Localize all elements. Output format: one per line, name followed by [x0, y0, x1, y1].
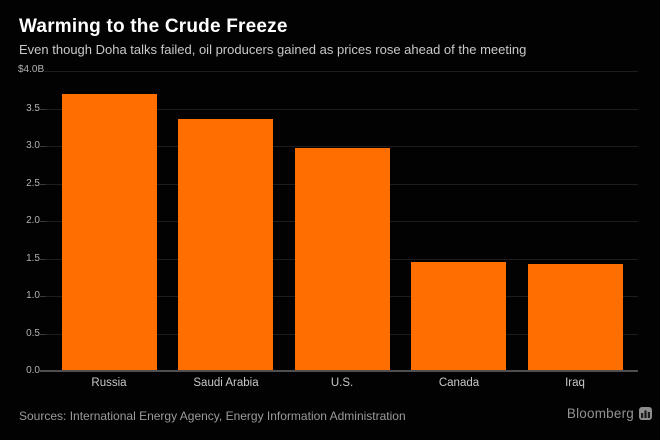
- y-tick-mark: [40, 108, 46, 110]
- y-tick-label: 0.5: [26, 327, 40, 339]
- x-label-iraq: Iraq: [565, 377, 585, 389]
- x-label-russia: Russia: [91, 377, 127, 389]
- x-axis-baseline: [40, 370, 638, 372]
- y-tick-label: 3.5: [26, 102, 40, 114]
- y-tick-label: 0.0: [26, 365, 40, 376]
- y-tick-mark: [40, 258, 46, 260]
- y-tick-mark: [40, 333, 46, 335]
- bloomberg-logo: Bloomberg: [567, 406, 652, 421]
- chart-subtitle: Even though Doha talks failed, oil produ…: [19, 42, 527, 57]
- bar-saudi-arabia: [178, 119, 273, 371]
- bloomberg-terminal-icon: [639, 407, 652, 420]
- gridline: [44, 108, 638, 110]
- y-tick-mark: [40, 183, 46, 185]
- sources-text: Sources: International Energy Agency, En…: [19, 409, 406, 423]
- y-tick-mark: [40, 221, 46, 222]
- bar-canada: [411, 262, 506, 371]
- gridline: [44, 146, 638, 147]
- bar-u-s: [295, 148, 390, 371]
- y-axis-top-label: $4.0B: [18, 64, 45, 75]
- y-tick-label: 1.0: [26, 290, 40, 301]
- y-tick-mark: [40, 296, 46, 297]
- bar-russia: [62, 94, 157, 371]
- y-tick-label: 2.0: [26, 215, 40, 226]
- chart-title: Warming to the Crude Freeze: [19, 16, 288, 37]
- x-label-canada: Canada: [438, 377, 480, 389]
- y-tick-label: 3.0: [26, 140, 40, 151]
- y-tick-mark: [40, 146, 46, 147]
- bloomberg-wordmark: Bloomberg: [566, 406, 634, 421]
- y-tick-label: 2.5: [26, 177, 40, 189]
- gridline: [44, 71, 638, 72]
- bar-iraq: [528, 263, 623, 371]
- y-tick-label: 1.5: [26, 252, 40, 264]
- x-label-saudi-arabia: Saudi Arabia: [193, 377, 259, 389]
- x-label-u-s: U.S.: [330, 377, 354, 389]
